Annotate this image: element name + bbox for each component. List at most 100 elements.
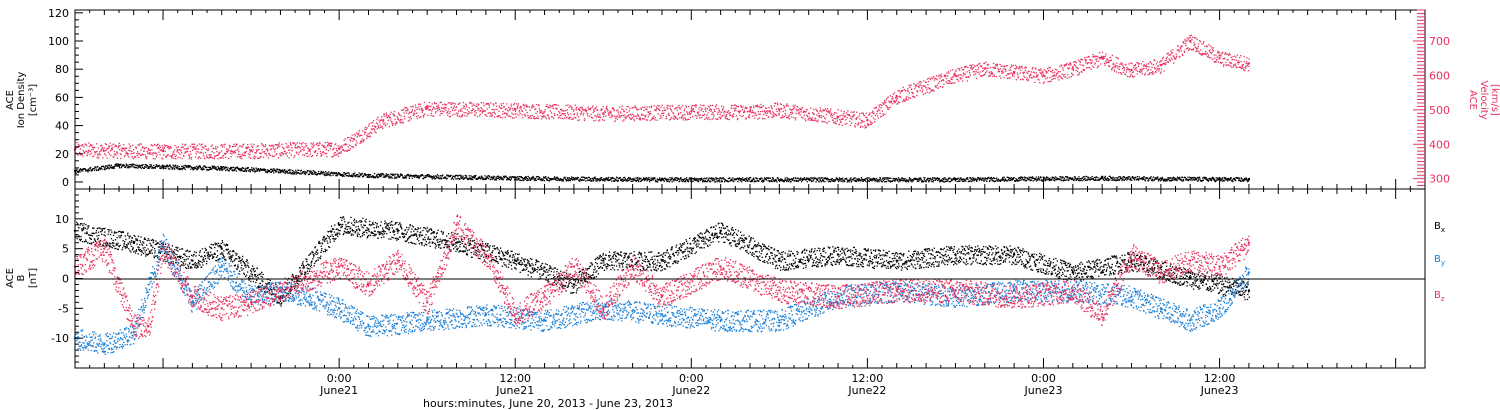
density-dot — [442, 174, 444, 176]
velocity-dot — [719, 118, 722, 120]
velocity-dot — [1195, 37, 1197, 39]
velocity-dot — [926, 91, 928, 93]
density-dot — [469, 177, 471, 179]
velocity-dot — [282, 153, 284, 156]
velocity-dot — [175, 154, 177, 157]
velocity-dot — [522, 103, 525, 106]
density-dot — [781, 180, 783, 182]
density-dot — [277, 172, 280, 174]
velocity-dot — [535, 112, 537, 115]
velocity-dot — [969, 64, 971, 66]
density-dot — [359, 174, 361, 177]
density-dot — [104, 166, 107, 168]
velocity-dot — [865, 112, 867, 114]
velocity-dot — [369, 131, 372, 133]
velocity-dot — [1073, 64, 1076, 66]
density-dot — [416, 175, 418, 177]
velocity-dot — [740, 106, 743, 108]
velocity-dot — [718, 108, 720, 110]
density-dot — [385, 173, 388, 175]
density-dot — [231, 170, 233, 172]
velocity-dot — [982, 67, 984, 69]
velocity-dot — [814, 119, 816, 121]
density-dot — [787, 180, 789, 183]
velocity-dot — [1209, 51, 1211, 54]
velocity-dot — [905, 99, 908, 101]
velocity-dot — [223, 152, 226, 155]
velocity-dot — [1231, 66, 1233, 69]
velocity-dot — [486, 108, 488, 110]
density-dot — [185, 166, 187, 168]
density-dot — [200, 168, 202, 170]
velocity-dot — [578, 108, 580, 110]
velocity-dot — [277, 144, 279, 146]
density-dot — [505, 176, 507, 178]
velocity-dot — [763, 111, 765, 113]
velocity-dot — [662, 114, 664, 117]
density-dot — [340, 174, 342, 176]
velocity-dot — [915, 85, 918, 87]
velocity-dot — [670, 118, 672, 120]
velocity-dot — [349, 148, 352, 150]
velocity-dot — [93, 151, 95, 153]
density-dot — [768, 181, 771, 183]
velocity-dot — [119, 148, 121, 151]
velocity-dot — [642, 118, 645, 120]
density-dot — [530, 179, 532, 181]
velocity-dot — [514, 102, 516, 104]
density-dot — [603, 178, 605, 180]
density-dot — [168, 164, 171, 166]
velocity-dot — [717, 118, 719, 120]
velocity-dot — [952, 82, 954, 84]
density-dot — [192, 168, 194, 170]
density-dot — [443, 177, 445, 179]
velocity-dot — [677, 106, 679, 108]
velocity-dot — [711, 104, 714, 107]
velocity-dot — [280, 152, 283, 154]
density-dot — [341, 173, 343, 176]
velocity-dot — [1079, 60, 1081, 63]
velocity-dot — [530, 117, 532, 119]
velocity-dot — [196, 150, 198, 153]
velocity-dot — [1223, 63, 1225, 66]
velocity-dot — [622, 108, 624, 111]
density-dot — [607, 178, 609, 180]
velocity-dot — [389, 117, 392, 119]
density-dot — [362, 175, 365, 178]
density-dot — [284, 172, 286, 174]
velocity-dot — [1079, 63, 1081, 66]
density-dot — [470, 178, 473, 181]
density-dot — [295, 173, 297, 175]
velocity-dot — [108, 145, 110, 147]
velocity-dot — [817, 121, 819, 123]
density-dot — [652, 179, 654, 181]
velocity-dot — [725, 117, 727, 120]
velocity-dot — [197, 148, 200, 150]
velocity-dot — [1235, 66, 1237, 68]
density-dot — [372, 175, 374, 177]
density-dot — [624, 179, 626, 181]
velocity-dot — [499, 116, 502, 119]
velocity-dot — [1015, 79, 1017, 81]
velocity-dot — [361, 138, 363, 140]
density-dot — [85, 170, 87, 172]
velocity-dot — [158, 148, 160, 150]
density-dot — [532, 175, 534, 178]
velocity-dot — [454, 109, 456, 112]
density-dot — [669, 177, 671, 179]
velocity-dot — [478, 108, 480, 110]
velocity-dot — [196, 148, 198, 150]
density-dot — [127, 166, 130, 168]
velocity-dot — [686, 111, 688, 113]
density-dot — [601, 177, 603, 179]
velocity-dot — [212, 157, 214, 159]
velocity-dot — [958, 69, 960, 71]
density-dot — [773, 180, 775, 182]
velocity-dot — [532, 117, 535, 119]
velocity-dot — [1143, 64, 1145, 66]
velocity-dot — [254, 157, 256, 160]
velocity-dot — [873, 107, 875, 109]
density-dot — [351, 174, 354, 176]
density-dot — [358, 176, 361, 178]
density-dot — [214, 168, 216, 170]
